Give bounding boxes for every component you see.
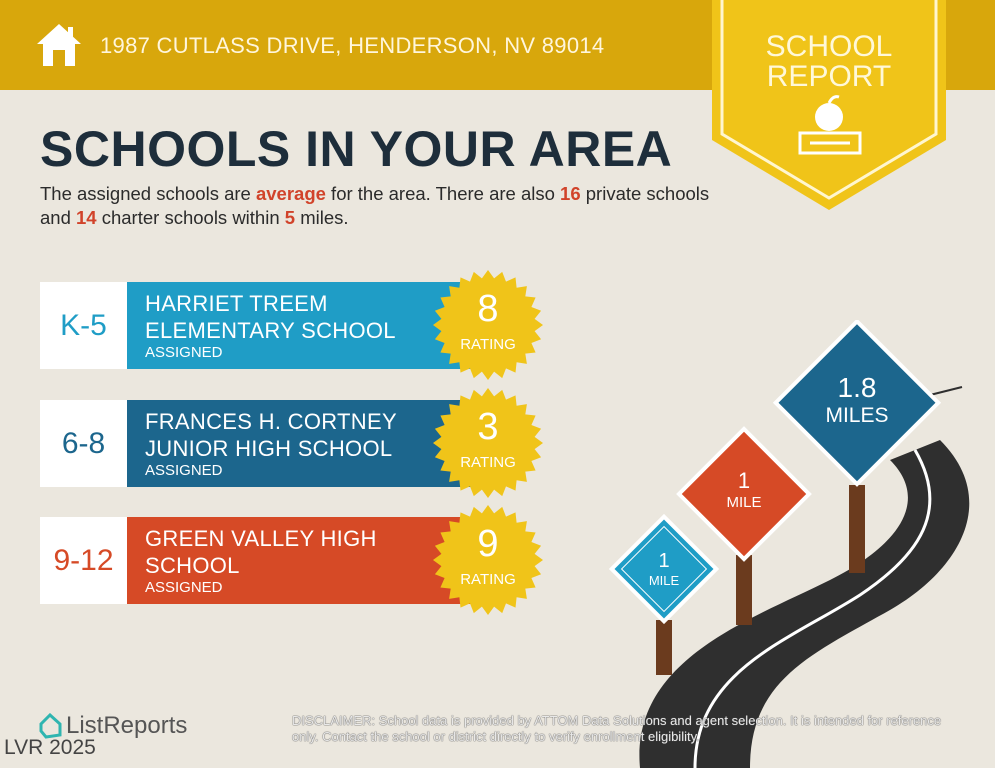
home-icon [37, 24, 81, 66]
school-info: FRANCES H. CORTNEY JUNIOR HIGH SCHOOL ASSI… [127, 400, 487, 487]
school-status: ASSIGNED [145, 462, 223, 479]
watermark: LVR 2025 [4, 736, 96, 759]
rating-label: RATING [460, 454, 516, 471]
property-address: 1987 CUTLASS DRIVE, HENDERSON, NV 89014 [100, 33, 605, 58]
badge-title: SCHOOL REPORT [765, 30, 893, 93]
grade-range: K-5 [40, 282, 127, 369]
rating-value: 9 [477, 523, 499, 565]
road-signs-illustration [608, 320, 970, 768]
rating-seal-icon [433, 270, 543, 380]
school-info: GREEN VALLEY HIGH SCHOOL ASSIGNED [127, 517, 487, 604]
school-name: FRANCES H. CORTNEY JUNIOR HIGH SCHOOL [145, 409, 397, 461]
grade-range: 6-8 [40, 400, 127, 487]
listreports-logo: ListReports [38, 712, 187, 740]
apple-books-icon [798, 95, 862, 155]
rating-seal-icon [433, 388, 543, 498]
school-name: HARRIET TREEM ELEMENTARY SCHOOL [145, 291, 396, 343]
sign-1-8-miles [772, 320, 942, 487]
sign-label-far: 1.8 MILES [825, 372, 889, 427]
page-title: SCHOOLS IN YOUR AREA [40, 121, 673, 177]
road [639, 440, 970, 768]
school-status: ASSIGNED [145, 579, 223, 596]
rating-label: RATING [460, 571, 516, 588]
rating-value: 3 [477, 406, 499, 448]
school-status: ASSIGNED [145, 344, 223, 361]
sign-1-mile-mid [676, 426, 812, 562]
rating-seal-icon [433, 505, 543, 615]
grade-range: 9-12 [40, 517, 127, 604]
sign-label-near: 1 MILE [648, 550, 680, 588]
school-row: K-5 HARRIET TREEM ELEMENTARY SCHOOL ASSIGN… [40, 270, 543, 380]
disclaimer: DISCLAIMER: School data is provided by A… [292, 713, 942, 744]
school-info: HARRIET TREEM ELEMENTARY SCHOOL ASSIGNED [127, 282, 487, 369]
school-name: GREEN VALLEY HIGH SCHOOL [145, 526, 377, 578]
rating-label: RATING [460, 336, 516, 353]
school-row: 9-12 GREEN VALLEY HIGH SCHOOL ASSIGNED 9 R… [40, 505, 543, 615]
rating-value: 8 [477, 288, 499, 330]
listreports-logo-icon [39, 713, 62, 739]
sign-1-mile-near [608, 513, 720, 625]
school-report-badge [712, 0, 946, 210]
intro-text: The assigned schools are average for the… [40, 183, 710, 228]
road-line [693, 449, 932, 768]
school-row: 6-8 FRANCES H. CORTNEY JUNIOR HIGH SCHOOL… [40, 388, 543, 498]
sign-label-mid: 1 MILE [726, 468, 762, 511]
